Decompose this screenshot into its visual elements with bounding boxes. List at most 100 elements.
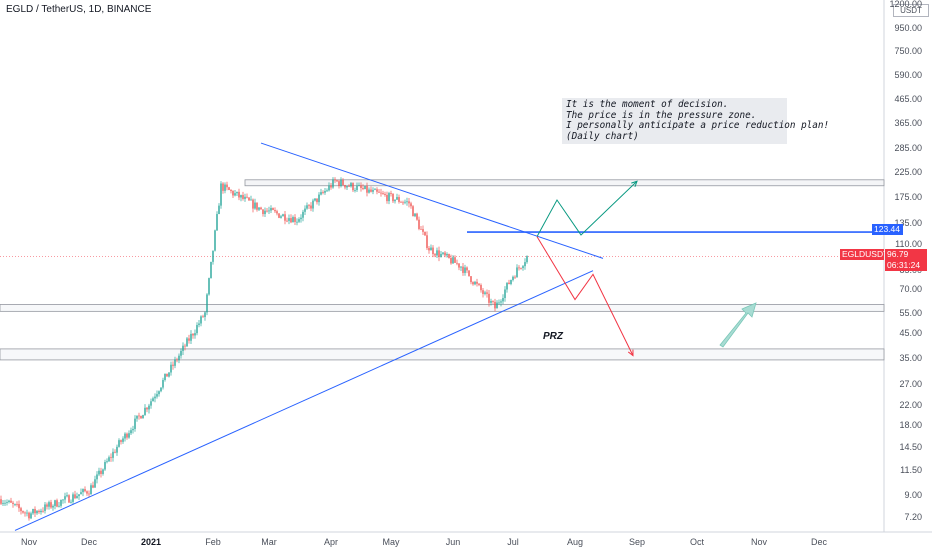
time-tick-label: May: [382, 537, 400, 547]
candle-body: [162, 380, 164, 388]
prz-label: PRZ: [543, 331, 563, 342]
candle-body: [60, 500, 62, 506]
candle-body: [276, 211, 278, 214]
candle-body: [350, 183, 352, 187]
candle-body: [168, 372, 170, 377]
price-tick-label: 950.00: [894, 22, 922, 33]
zone-2: [0, 348, 885, 361]
candle-body: [394, 199, 396, 202]
candle-body: [152, 398, 154, 402]
price-tick-label: 110.00: [895, 238, 922, 249]
candle-body: [170, 364, 172, 373]
candle-body: [402, 202, 404, 204]
bearish-projection-arrowhead: [627, 349, 634, 357]
candle-body: [510, 279, 512, 285]
candle-body: [128, 433, 130, 438]
candle-body: [286, 220, 288, 222]
candle-body: [156, 394, 158, 397]
candle-body: [318, 194, 320, 203]
candle-body: [316, 198, 318, 203]
candle-body: [366, 185, 368, 193]
candle-body: [454, 257, 456, 263]
candle-body: [54, 500, 56, 506]
candle-body: [372, 189, 374, 192]
candle-body: [90, 485, 92, 495]
symbol-title: EGLD / TetherUS, 1D, BINANCE: [6, 4, 152, 15]
candle-body: [356, 185, 358, 191]
candle-body: [56, 500, 58, 507]
price-tick-label: 27.00: [899, 379, 922, 390]
candle-body: [12, 502, 14, 505]
candle-body: [110, 457, 112, 459]
candle-body: [476, 281, 478, 284]
candle-body: [358, 185, 360, 187]
candle-body: [112, 451, 114, 458]
candle-body: [404, 201, 406, 203]
candle-body: [58, 505, 60, 507]
candle-body: [252, 199, 254, 209]
candle-body: [158, 391, 160, 395]
candle-body: [38, 510, 40, 513]
price-tick-label: 285.00: [894, 143, 922, 154]
price-tick-label: 750.00: [894, 46, 922, 57]
candle-body: [354, 190, 356, 191]
candle-body: [470, 276, 472, 283]
candle-body: [292, 217, 294, 223]
candle-body: [198, 323, 200, 326]
candle-body: [364, 185, 366, 190]
candle-body: [290, 218, 292, 223]
time-tick-label: Feb: [205, 537, 221, 547]
candle-body: [118, 440, 120, 447]
candle-body: [24, 512, 26, 514]
candle-body: [486, 292, 488, 294]
candle-body: [412, 206, 414, 217]
candle-body: [334, 179, 336, 181]
candle-body: [52, 505, 54, 508]
candle-body: [32, 508, 34, 514]
candle-body: [42, 510, 44, 512]
trendline-0: [260, 142, 604, 259]
price-tick-label: 135.00: [894, 218, 922, 229]
candle-body: [254, 202, 256, 209]
candle-body: [468, 270, 470, 277]
candle-body: [522, 266, 524, 269]
candle-body: [102, 469, 104, 474]
candle-body: [480, 284, 482, 291]
candle-body: [282, 214, 284, 217]
candle-body: [452, 257, 454, 264]
candle-body: [472, 282, 474, 285]
candle-body: [362, 188, 364, 190]
candle-body: [390, 193, 392, 194]
candle-body: [20, 508, 22, 512]
candle-body: [320, 192, 322, 195]
candle-body: [82, 489, 84, 493]
candle-body: [164, 373, 166, 381]
candle-body: [140, 415, 142, 419]
candle-body: [222, 183, 224, 191]
candle-body: [328, 185, 330, 191]
currency-selector[interactable]: USDT: [893, 4, 929, 17]
price-tick-label: 465.00: [894, 94, 922, 105]
candle-body: [124, 433, 126, 439]
candle-body: [490, 301, 492, 303]
candle-body: [172, 364, 174, 366]
price-tick-label: 45.00: [899, 328, 922, 339]
candle-body: [98, 470, 100, 475]
candle-body: [492, 301, 494, 302]
candle-body: [78, 494, 80, 497]
candle-body: [154, 396, 156, 399]
candle-body: [126, 433, 128, 438]
candle-body: [440, 253, 442, 258]
candle-body: [442, 252, 444, 254]
candle-body: [348, 186, 350, 187]
time-tick-label: Sep: [628, 537, 646, 547]
candle-body: [384, 193, 386, 195]
candle-body: [460, 266, 462, 268]
candle-body: [416, 213, 418, 220]
candle-body: [176, 359, 178, 361]
candle-body: [326, 190, 328, 192]
candle-body: [386, 194, 388, 202]
candle-body: [518, 267, 520, 269]
note-line-3: I personally anticipate a price reductio…: [566, 120, 830, 131]
